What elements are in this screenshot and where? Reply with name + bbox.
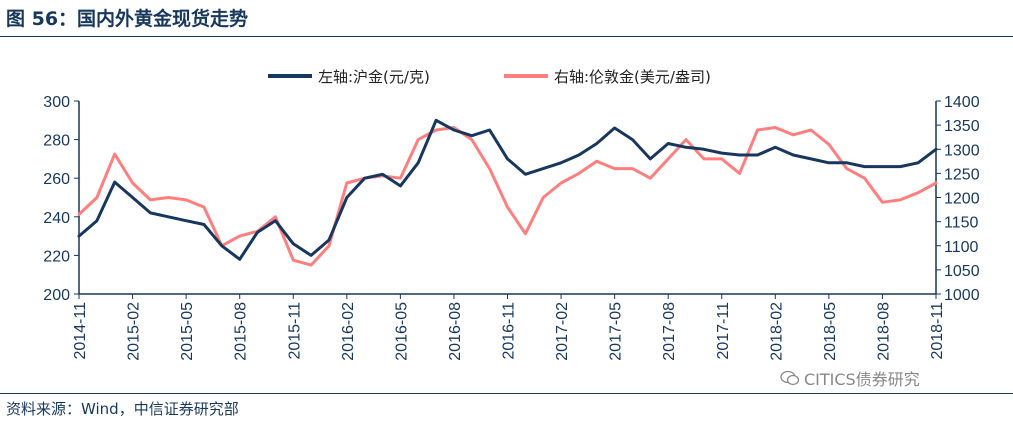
y-right-tick-label: 1050 bbox=[944, 263, 980, 280]
x-tick-label: 2014-11 bbox=[72, 302, 89, 360]
top-divider bbox=[0, 36, 1013, 37]
x-tick-label: 2016-05 bbox=[393, 302, 410, 361]
page-title: 图 56：国内外黄金现货走势 bbox=[6, 8, 249, 30]
x-tick-label: 2016-08 bbox=[447, 302, 464, 361]
y-left-tick-label: 260 bbox=[43, 171, 70, 188]
y-right-tick-label: 1300 bbox=[944, 142, 980, 159]
x-tick-label: 2015-08 bbox=[233, 302, 250, 361]
bottom-divider bbox=[0, 393, 1013, 394]
x-tick-label: 2017-02 bbox=[554, 302, 571, 361]
y-left-tick-label: 300 bbox=[43, 94, 70, 111]
x-tick-label: 2018-11 bbox=[929, 302, 946, 360]
watermark-text: CITICS债券研究 bbox=[804, 370, 920, 389]
x-tick-label: 2018-02 bbox=[768, 302, 785, 361]
wechat-icon bbox=[780, 370, 800, 386]
chart: 左轴:沪金(元/克) 右轴:伦敦金(美元/盎司) 200 220 240 260 280 3… bbox=[43, 68, 979, 361]
x-tick-label: 2015-02 bbox=[126, 302, 143, 361]
x-tick-label: 2017-11 bbox=[715, 302, 732, 360]
axes: 200 220 240 260 280 300 1000 1050 1100 1150 1200 12… bbox=[43, 94, 979, 361]
series-line-london-gold bbox=[77, 126, 938, 267]
y-left-tick-label: 240 bbox=[43, 210, 70, 227]
x-tick-label: 2017-08 bbox=[661, 302, 678, 361]
watermark: CITICS债券研究 bbox=[780, 366, 920, 390]
series-line-shanghai-gold bbox=[77, 118, 938, 261]
x-tick-label: 2018-08 bbox=[875, 302, 892, 361]
x-tick-label: 2015-11 bbox=[286, 302, 303, 360]
y-left-tick-label: 200 bbox=[43, 287, 70, 304]
x-tick-label: 2018-05 bbox=[822, 302, 839, 361]
y-right-tick-label: 1200 bbox=[944, 191, 980, 208]
y-right-tick-label: 1100 bbox=[944, 239, 979, 256]
x-tick-label: 2017-05 bbox=[608, 302, 625, 361]
legend-label-london-gold: 右轴:伦敦金(美元/盎司) bbox=[554, 68, 711, 86]
y-right-tick-label: 1250 bbox=[944, 166, 980, 183]
y-right-tick-label: 1350 bbox=[944, 118, 980, 135]
y-right-tick-label: 1000 bbox=[944, 287, 980, 304]
y-right-tick-label: 1150 bbox=[944, 215, 979, 232]
legend-label-shanghai-gold: 左轴:沪金(元/克) bbox=[318, 68, 430, 86]
y-right-tick-label: 1400 bbox=[944, 94, 980, 111]
y-left-tick-label: 220 bbox=[43, 248, 70, 265]
x-tick-label: 2016-02 bbox=[340, 302, 357, 361]
y-left-tick-label: 280 bbox=[43, 133, 70, 150]
source-note: 资料来源：Wind，中信证券研究部 bbox=[6, 400, 239, 418]
x-tick-label: 2016-11 bbox=[501, 302, 518, 360]
series-layer bbox=[77, 118, 938, 267]
legend: 左轴:沪金(元/克) 右轴:伦敦金(美元/盎司) bbox=[268, 68, 711, 86]
x-tick-label: 2015-05 bbox=[179, 302, 196, 361]
